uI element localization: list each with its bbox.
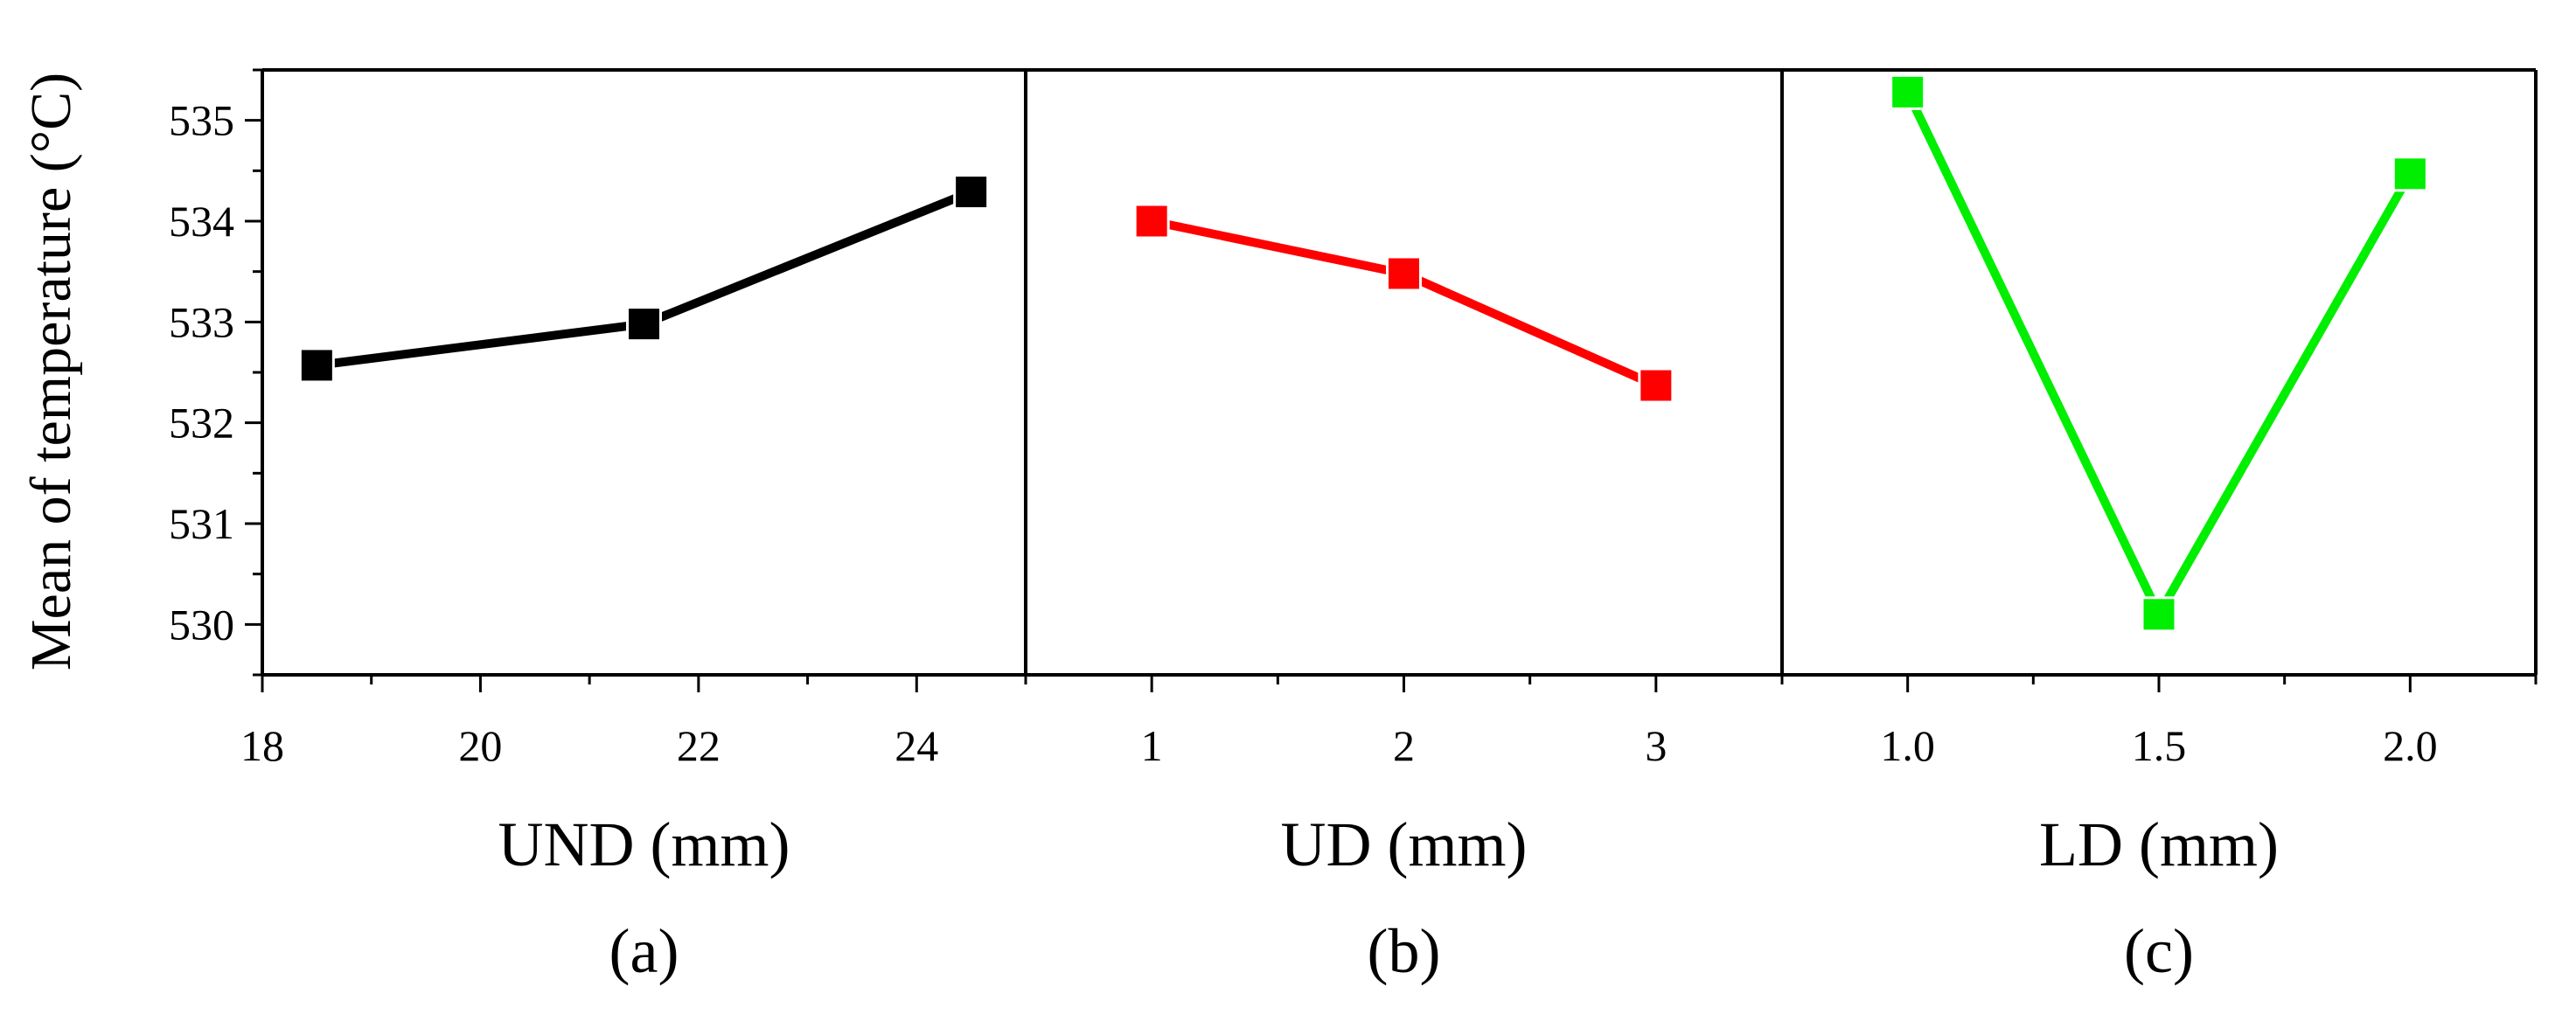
panel-1: 530 531 532 533 534 535 18 20 22 24 UND (mm) (a) xyxy=(169,68,1027,986)
data-point-marker xyxy=(1890,73,1926,110)
x-axis-title: UD (mm) xyxy=(1281,809,1528,879)
x-tick-label: 24 xyxy=(895,721,938,770)
data-point-marker xyxy=(953,174,990,211)
data-point-marker xyxy=(1386,255,1422,292)
panel-label: (a) xyxy=(609,916,679,986)
panel-label: (b) xyxy=(1368,916,1441,986)
data-point-marker xyxy=(2141,596,2177,633)
data-point-marker xyxy=(1133,203,1170,240)
x-tick-label: 1 xyxy=(1141,721,1163,770)
data-point-marker xyxy=(1638,367,1674,404)
x-tick-label: 1.0 xyxy=(1880,721,1935,770)
y-tick-label: 532 xyxy=(169,399,234,448)
y-tick-label: 531 xyxy=(169,499,234,548)
x-tick-label: 20 xyxy=(458,721,502,770)
x-tick-label: 22 xyxy=(677,721,721,770)
x-tick-label: 1.5 xyxy=(2132,721,2187,770)
x-axis-title: LD (mm) xyxy=(2039,809,2279,879)
chart-panels: 530 531 532 533 534 535 18 20 22 24 UND (mm) (a) 1 2 3… xyxy=(169,68,2538,986)
x-tick-label: 18 xyxy=(240,721,284,770)
y-axis-title: Mean of temperature (°C) xyxy=(19,73,83,670)
x-tick-label: 3 xyxy=(1645,721,1667,770)
panel-3: 1.0 1.5 2.0 LD (mm) (c) xyxy=(1780,68,2538,986)
series-line xyxy=(1903,87,2415,619)
x-tick-label: 2.0 xyxy=(2383,721,2438,770)
series-line xyxy=(1147,217,1660,390)
y-tick-label: 534 xyxy=(169,197,234,246)
data-point-marker xyxy=(298,347,335,384)
x-axis-title: UND (mm) xyxy=(498,809,790,879)
panel-2: 1 2 3 UD (mm) (b) xyxy=(1024,68,1784,986)
data-point-marker xyxy=(2392,156,2428,192)
y-tick-label: 535 xyxy=(169,96,234,145)
x-tick-label: 2 xyxy=(1393,721,1415,770)
panel-label: (c) xyxy=(2124,916,2194,986)
y-tick-label: 533 xyxy=(169,297,234,346)
y-tick-label: 530 xyxy=(169,600,234,649)
data-point-marker xyxy=(626,306,662,343)
